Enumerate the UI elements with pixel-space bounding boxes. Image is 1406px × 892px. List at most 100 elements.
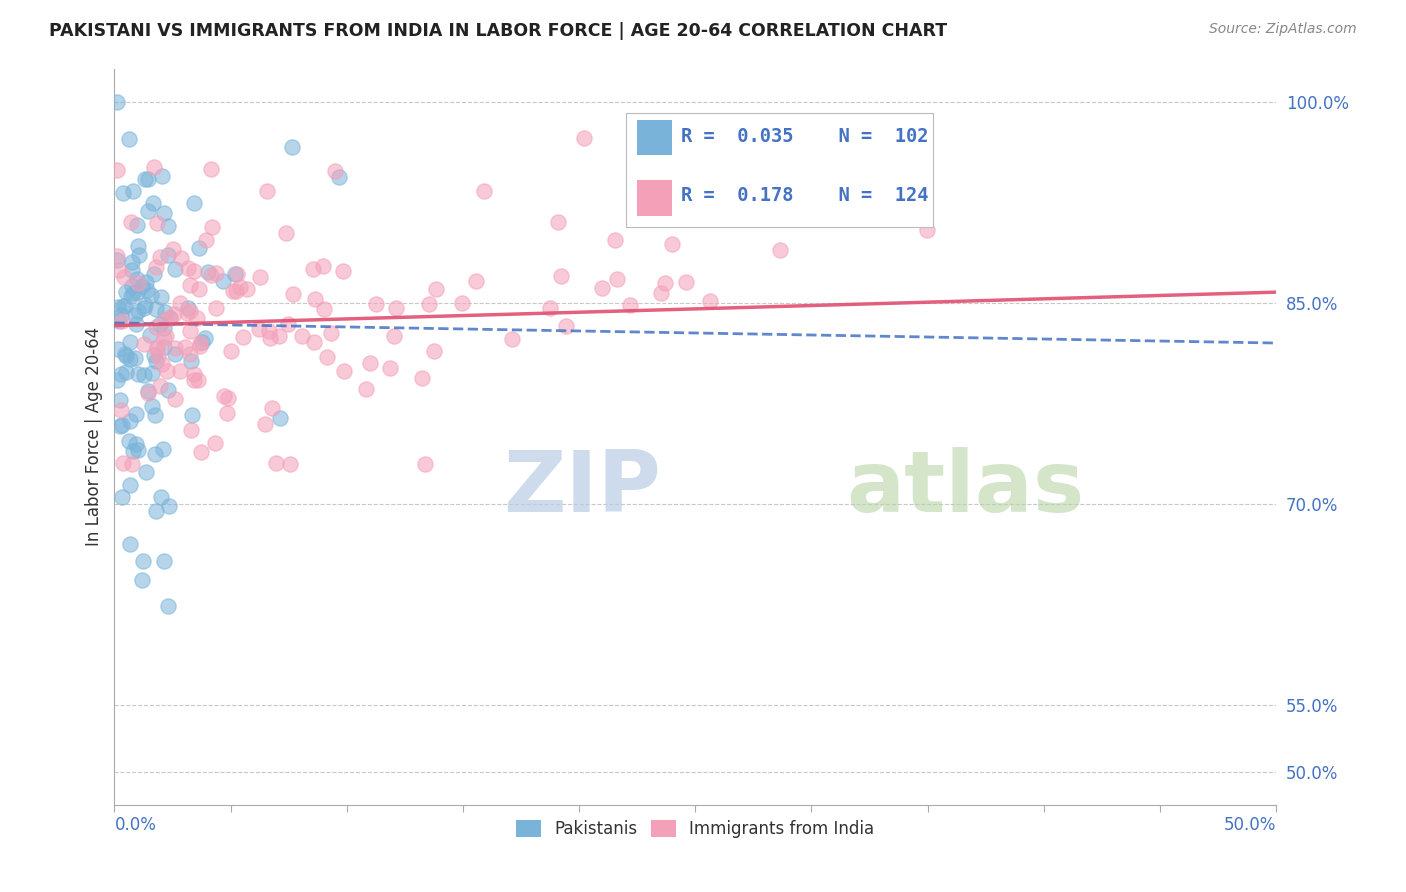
Point (142, 160, 165, 174)
Point (157, 248, 180, 262)
Point (654, 276, 676, 290)
Point (640, 205, 662, 219)
Point (769, 243, 792, 257)
Point (378, 361, 401, 376)
Point (188, 335, 211, 350)
Point (131, 574, 153, 588)
Point (136, 386, 159, 401)
Point (145, 320, 167, 334)
Point (201, 220, 224, 235)
Point (163, 261, 186, 276)
Point (221, 284, 243, 298)
Point (179, 324, 201, 338)
Point (354, 382, 377, 396)
Point (125, 285, 148, 299)
Point (176, 306, 198, 320)
Point (281, 287, 304, 301)
Point (183, 264, 205, 278)
Text: Source: ZipAtlas.com: Source: ZipAtlas.com (1209, 22, 1357, 37)
Point (328, 170, 350, 185)
Point (183, 196, 205, 211)
Point (359, 356, 381, 370)
Point (117, 434, 139, 449)
Point (226, 267, 249, 281)
Point (364, 296, 387, 310)
Point (134, 301, 156, 316)
Point (156, 364, 179, 378)
FancyBboxPatch shape (637, 180, 672, 216)
Point (188, 339, 211, 353)
Point (280, 139, 302, 153)
Point (122, 443, 145, 458)
Point (124, 318, 146, 332)
Point (124, 351, 146, 365)
Point (274, 226, 297, 240)
Point (124, 437, 146, 451)
Point (120, 478, 142, 492)
Point (183, 373, 205, 387)
Point (619, 298, 641, 312)
Point (304, 292, 326, 306)
Point (145, 354, 167, 368)
Point (135, 465, 157, 479)
Point (176, 301, 198, 315)
Point (547, 215, 569, 229)
Point (155, 329, 177, 343)
Point (219, 343, 242, 358)
Point (280, 457, 302, 471)
Point (128, 248, 150, 262)
Point (135, 275, 157, 289)
Point (229, 280, 252, 294)
Point (249, 270, 271, 285)
Point (127, 367, 149, 381)
Point (152, 442, 174, 456)
Point (107, 342, 129, 356)
Point (257, 325, 280, 339)
Point (124, 308, 146, 322)
Point (591, 280, 613, 294)
Point (215, 406, 238, 420)
Point (121, 263, 143, 277)
Point (555, 319, 578, 334)
Point (204, 435, 226, 450)
Point (114, 347, 136, 361)
Point (121, 457, 143, 471)
Point (156, 599, 179, 613)
Point (127, 303, 149, 318)
Point (501, 332, 523, 346)
Point (425, 282, 447, 296)
Point (153, 340, 176, 354)
Point (254, 417, 277, 432)
Point (115, 349, 138, 363)
Point (112, 269, 135, 284)
Point (179, 346, 201, 360)
Point (105, 162, 128, 177)
Point (142, 268, 165, 282)
Point (145, 301, 167, 316)
Point (150, 490, 173, 504)
Point (112, 186, 135, 201)
Point (157, 499, 180, 513)
Point (450, 296, 472, 310)
Point (314, 301, 336, 316)
Point (323, 164, 346, 178)
Point (110, 403, 132, 417)
Point (148, 378, 170, 392)
Point (382, 329, 405, 343)
Point (121, 278, 143, 293)
Point (472, 184, 495, 198)
Point (108, 392, 131, 407)
Point (146, 340, 169, 354)
Point (134, 172, 156, 186)
Point (125, 272, 148, 286)
Point (264, 456, 287, 470)
Point (162, 243, 184, 257)
Point (205, 266, 228, 280)
Point (142, 195, 165, 210)
Point (290, 329, 312, 343)
Point (127, 239, 149, 253)
Y-axis label: In Labor Force | Age 20-64: In Labor Force | Age 20-64 (86, 327, 103, 546)
Point (118, 132, 141, 146)
Point (212, 389, 235, 403)
Point (194, 330, 217, 344)
